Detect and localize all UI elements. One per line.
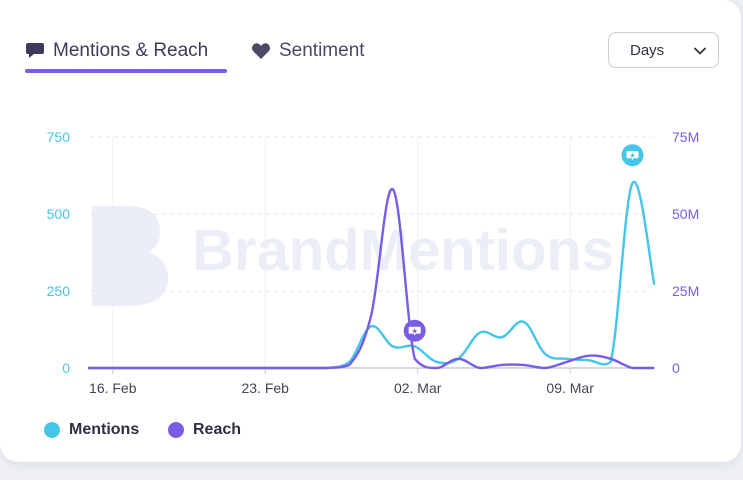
legend-label-reach: Reach bbox=[193, 421, 242, 438]
y-left-tick-label: 0 bbox=[62, 360, 70, 376]
legend-label-mentions: Mentions bbox=[69, 421, 140, 438]
y-right-tick-label: 0 bbox=[672, 360, 680, 376]
y-left-tick-label: 750 bbox=[47, 129, 71, 145]
heart-icon bbox=[251, 42, 271, 60]
legend-item-mentions[interactable]: Mentions bbox=[44, 420, 139, 440]
y-right-tick-label: 75M bbox=[672, 129, 699, 145]
legend-swatch-mentions bbox=[44, 422, 60, 438]
legend-swatch-reach bbox=[168, 422, 184, 438]
x-tick-label: 16. Feb bbox=[89, 380, 137, 396]
tab-sentiment-label: Sentiment bbox=[279, 40, 365, 61]
annotation-marker-mentions[interactable] bbox=[621, 144, 644, 167]
tab-mentions-reach-label: Mentions & Reach bbox=[53, 40, 209, 61]
star-icon bbox=[412, 328, 418, 334]
chart-card: Mentions & Reach Sentiment Days BrandMen… bbox=[0, 0, 741, 462]
chevron-down-icon bbox=[694, 42, 706, 59]
star-icon bbox=[629, 152, 636, 158]
x-tick-label: 02. Mar bbox=[394, 380, 442, 396]
period-select[interactable]: Days bbox=[608, 32, 719, 68]
x-tick-label: 09. Mar bbox=[546, 380, 594, 396]
tab-sentiment[interactable]: Sentiment bbox=[251, 38, 365, 64]
x-tick-label: 23. Feb bbox=[241, 380, 289, 396]
speech-bubble-icon bbox=[25, 42, 45, 60]
y-left-tick-label: 250 bbox=[47, 283, 71, 299]
annotation-marker-reach[interactable] bbox=[403, 319, 426, 342]
active-tab-indicator bbox=[25, 69, 227, 73]
series-line-reach[interactable] bbox=[87, 188, 655, 370]
y-right-tick-label: 50M bbox=[672, 206, 699, 222]
tab-mentions-reach[interactable]: Mentions & Reach bbox=[25, 38, 208, 64]
y-right-tick-label: 25M bbox=[672, 283, 699, 299]
y-left-tick-label: 500 bbox=[47, 206, 71, 222]
legend-item-reach[interactable]: Reach bbox=[168, 420, 241, 440]
brand-watermark-logo bbox=[92, 206, 169, 306]
period-select-value: Days bbox=[630, 41, 665, 59]
